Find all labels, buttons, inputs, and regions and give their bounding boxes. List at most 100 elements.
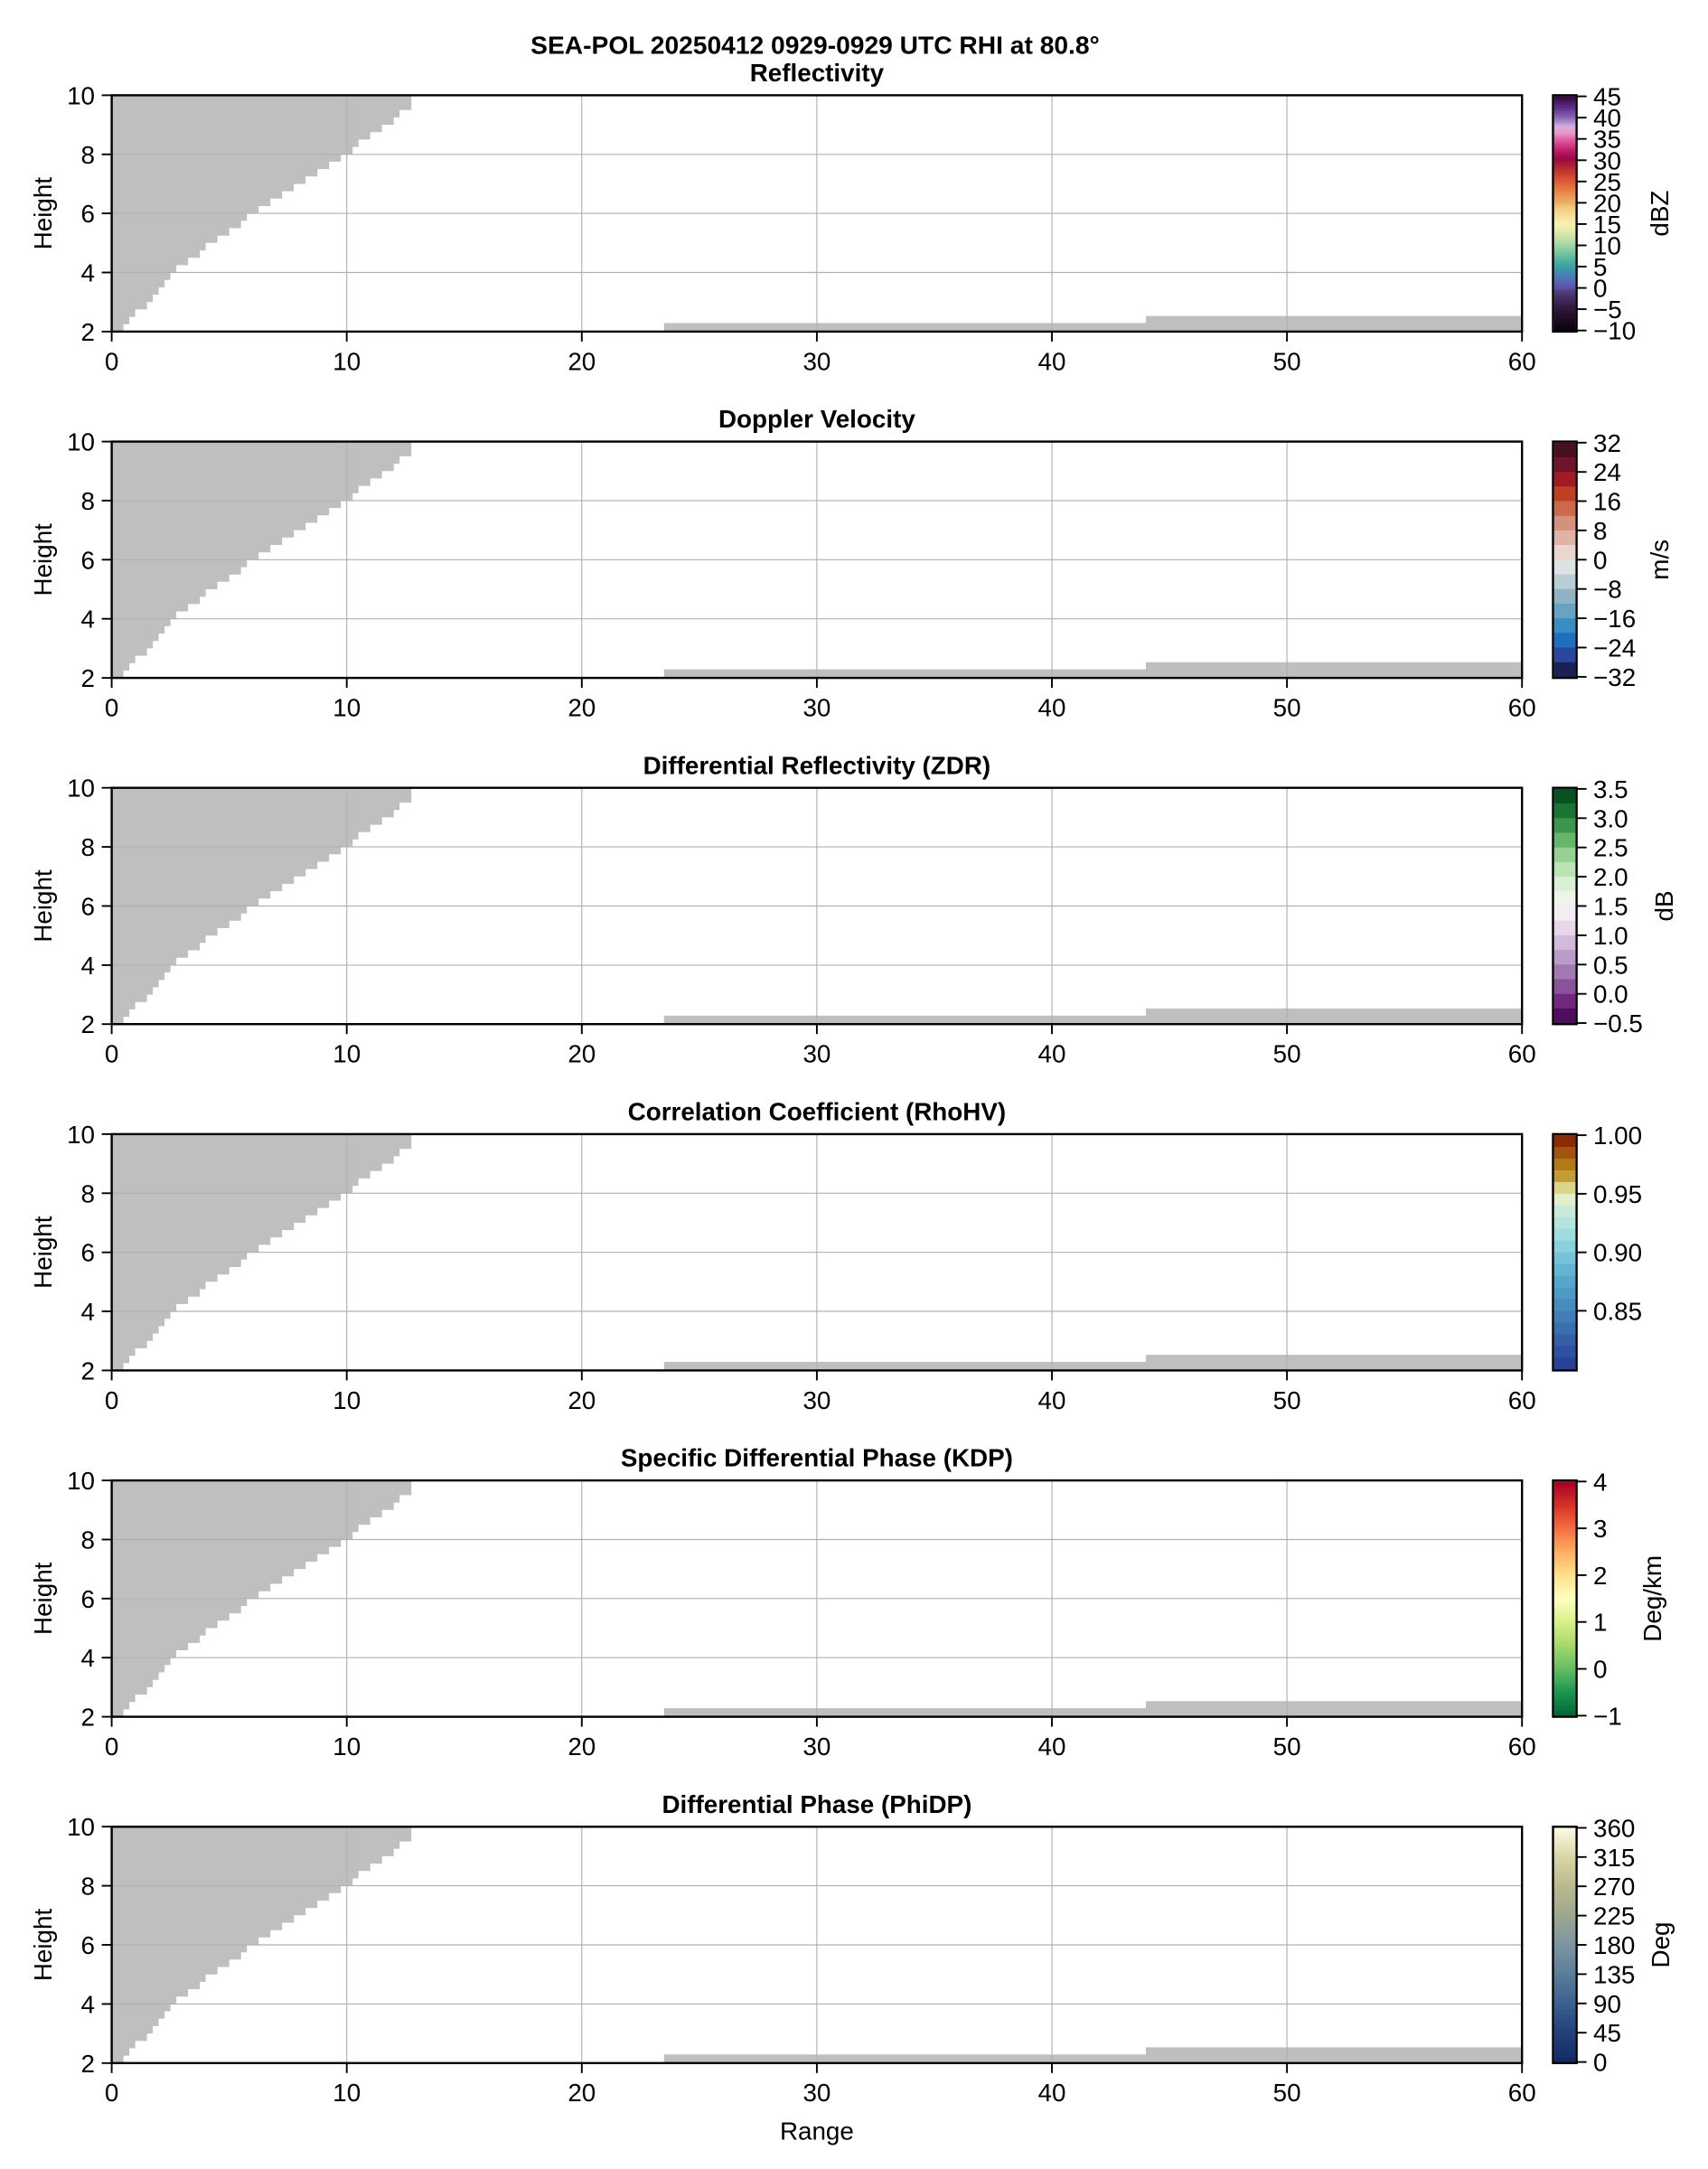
svg-text:10: 10 [67, 81, 95, 109]
svg-text:6: 6 [81, 1585, 95, 1613]
svg-text:10: 10 [333, 694, 361, 722]
svg-text:Differential Reflectivity (ZDR: Differential Reflectivity (ZDR) [643, 751, 991, 779]
svg-text:1.0: 1.0 [1593, 922, 1628, 950]
svg-text:1.00: 1.00 [1593, 1122, 1642, 1150]
svg-text:16: 16 [1593, 488, 1621, 516]
svg-text:30: 30 [802, 1040, 831, 1068]
svg-text:30: 30 [802, 694, 831, 722]
svg-text:40: 40 [1593, 104, 1621, 132]
svg-text:10: 10 [333, 1040, 361, 1068]
svg-text:4: 4 [81, 259, 95, 287]
svg-text:40: 40 [1038, 1386, 1066, 1414]
svg-text:−8: −8 [1593, 576, 1622, 604]
svg-text:60: 60 [1508, 1732, 1536, 1761]
svg-text:50: 50 [1273, 2079, 1301, 2107]
svg-text:0.95: 0.95 [1593, 1180, 1642, 1208]
svg-text:20: 20 [568, 1040, 596, 1068]
svg-text:Height: Height [29, 869, 57, 943]
svg-text:30: 30 [802, 2079, 831, 2107]
svg-text:6: 6 [81, 1239, 95, 1267]
svg-text:20: 20 [568, 694, 596, 722]
svg-text:8: 8 [1593, 517, 1607, 545]
svg-text:50: 50 [1273, 347, 1301, 375]
svg-text:20: 20 [1593, 189, 1621, 217]
svg-text:10: 10 [333, 1732, 361, 1761]
svg-text:dBZ: dBZ [1646, 191, 1674, 237]
svg-text:dB: dB [1650, 891, 1678, 922]
svg-text:Height: Height [29, 1562, 57, 1635]
svg-text:1.5: 1.5 [1593, 893, 1628, 921]
svg-text:50: 50 [1273, 1732, 1301, 1761]
svg-text:3.0: 3.0 [1593, 804, 1628, 832]
svg-text:0.5: 0.5 [1593, 951, 1628, 979]
svg-text:m/s: m/s [1646, 540, 1674, 580]
svg-text:Height: Height [29, 177, 57, 250]
svg-text:2.0: 2.0 [1593, 863, 1628, 891]
svg-text:60: 60 [1508, 1040, 1536, 1068]
svg-text:10: 10 [1593, 232, 1621, 260]
svg-text:6: 6 [81, 200, 95, 228]
svg-text:0: 0 [1593, 1656, 1607, 1684]
svg-text:0: 0 [105, 2079, 118, 2107]
svg-text:0: 0 [105, 1040, 118, 1068]
svg-text:Differential Phase (PhiDP): Differential Phase (PhiDP) [662, 1790, 971, 1818]
svg-text:8: 8 [81, 1179, 95, 1207]
svg-text:4: 4 [81, 1298, 95, 1326]
svg-text:50: 50 [1273, 694, 1301, 722]
svg-text:4: 4 [1593, 1468, 1607, 1496]
svg-text:0: 0 [1593, 546, 1607, 574]
svg-text:Deg/km: Deg/km [1638, 1555, 1666, 1642]
svg-text:10: 10 [333, 347, 361, 375]
svg-text:10: 10 [67, 428, 95, 456]
svg-text:30: 30 [802, 1386, 831, 1414]
svg-text:8: 8 [81, 141, 95, 169]
svg-text:Height: Height [29, 523, 57, 596]
svg-text:Height: Height [29, 1216, 57, 1289]
svg-text:40: 40 [1038, 694, 1066, 722]
svg-text:5: 5 [1593, 253, 1607, 281]
svg-text:45: 45 [1593, 2019, 1621, 2047]
svg-text:0: 0 [105, 347, 118, 375]
svg-text:40: 40 [1038, 347, 1066, 375]
svg-text:60: 60 [1508, 347, 1536, 375]
svg-text:−24: −24 [1593, 634, 1636, 662]
svg-text:4: 4 [81, 1644, 95, 1672]
svg-text:Specific Differential Phase (K: Specific Differential Phase (KDP) [621, 1444, 1013, 1472]
svg-text:0: 0 [105, 1386, 118, 1414]
svg-text:2: 2 [81, 1010, 95, 1038]
svg-text:3.5: 3.5 [1593, 775, 1628, 803]
svg-text:360: 360 [1593, 1815, 1635, 1843]
svg-text:0.90: 0.90 [1593, 1239, 1642, 1267]
svg-text:4: 4 [81, 606, 95, 634]
svg-text:−10: −10 [1593, 317, 1636, 345]
svg-text:20: 20 [568, 347, 596, 375]
svg-text:32: 32 [1593, 429, 1621, 457]
svg-text:60: 60 [1508, 1386, 1536, 1414]
svg-text:Height: Height [29, 1909, 57, 1982]
svg-text:50: 50 [1273, 1040, 1301, 1068]
svg-text:Deg: Deg [1647, 1922, 1675, 1968]
svg-text:10: 10 [333, 2079, 361, 2107]
svg-text:10: 10 [333, 1386, 361, 1414]
svg-text:−0.5: −0.5 [1593, 1009, 1643, 1038]
svg-text:225: 225 [1593, 1902, 1635, 1930]
svg-text:−16: −16 [1593, 605, 1636, 633]
svg-text:2: 2 [81, 664, 95, 692]
svg-text:2.5: 2.5 [1593, 834, 1628, 862]
svg-text:15: 15 [1593, 211, 1621, 239]
svg-text:180: 180 [1593, 1931, 1635, 1959]
svg-text:20: 20 [568, 1386, 596, 1414]
svg-text:270: 270 [1593, 1873, 1635, 1901]
svg-text:8: 8 [81, 1526, 95, 1554]
svg-text:4: 4 [81, 1990, 95, 2018]
svg-text:10: 10 [67, 1467, 95, 1495]
svg-text:0: 0 [105, 1732, 118, 1761]
svg-text:24: 24 [1593, 458, 1621, 486]
svg-text:50: 50 [1273, 1386, 1301, 1414]
svg-text:30: 30 [1593, 146, 1621, 174]
svg-text:40: 40 [1038, 2079, 1066, 2107]
svg-text:Correlation Coefficient (RhoHV: Correlation Coefficient (RhoHV) [628, 1098, 1007, 1126]
svg-text:3: 3 [1593, 1515, 1607, 1543]
svg-text:30: 30 [802, 1732, 831, 1761]
svg-text:6: 6 [81, 893, 95, 921]
